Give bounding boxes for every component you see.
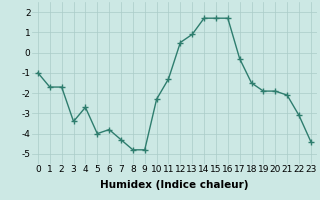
X-axis label: Humidex (Indice chaleur): Humidex (Indice chaleur) (100, 180, 249, 190)
